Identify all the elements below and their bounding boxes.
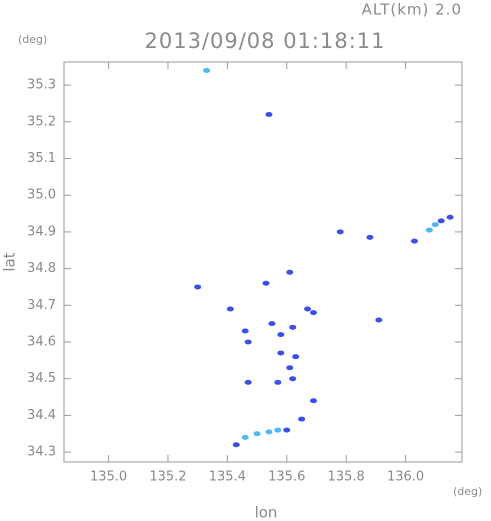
echo-point [375,317,383,323]
echo-point [265,429,273,435]
echo-point [336,229,344,235]
x-tick-label: 135.4 [209,470,246,485]
x-tick-label: 135.6 [268,470,305,485]
echo-point [253,431,261,437]
echo-point [289,376,297,382]
y-tick-label: 34.4 [27,408,56,423]
x-tick-label: 135.8 [328,470,365,485]
echo-point [203,67,211,73]
echo-point [446,214,454,220]
echo-point [226,306,234,312]
echo-point [262,280,270,286]
y-tick-label: 35.3 [27,78,56,93]
echo-point [298,416,306,422]
y-tick-label: 35.0 [27,188,56,203]
echo-point [277,332,285,338]
y-tick-label: 34.7 [27,298,56,313]
echo-point [241,328,249,334]
echo-point [304,306,312,312]
y-tick-label: 34.8 [27,261,56,276]
chart-subtitle: ALT(km) 2.0 [362,1,462,19]
echo-point [244,379,252,385]
echo-point [431,222,439,228]
echo-point [410,238,418,244]
echo-point [309,398,317,404]
x-tick-label: 135.0 [90,470,127,485]
echo-point [437,218,445,224]
y-tick-label: 35.1 [27,151,56,166]
y-axis-label: lat [1,252,19,271]
echo-point [244,339,252,345]
x-axis-label: lon [255,504,278,521]
echo-point [366,234,374,240]
y-tick-label: 35.2 [27,114,56,129]
echo-point [286,365,294,371]
y-tick-label: 34.6 [27,335,56,350]
echo-point [274,427,282,433]
x-unit: (deg) [453,485,482,498]
chart-title: 2013/09/08 01:18:11 [144,29,385,53]
echo-point [289,324,297,330]
echo-point [268,321,276,327]
y-tick-label: 34.3 [27,445,56,460]
echo-point [286,269,294,275]
echo-point [309,310,317,316]
y-unit: (deg) [18,33,47,46]
x-tick-label: 135.2 [149,470,186,485]
echo-point [232,442,240,448]
echo-point [241,434,249,440]
echo-point [292,354,300,360]
echo-point [277,350,285,356]
echo-point [425,227,433,233]
echo-point [283,427,291,433]
y-tick-label: 34.9 [27,224,56,239]
echo-point [265,111,273,117]
x-tick-label: 136.0 [387,470,424,485]
y-tick-label: 34.5 [27,371,56,386]
echo-point [194,284,202,290]
plot-frame [63,61,463,463]
echo-point [274,379,282,385]
